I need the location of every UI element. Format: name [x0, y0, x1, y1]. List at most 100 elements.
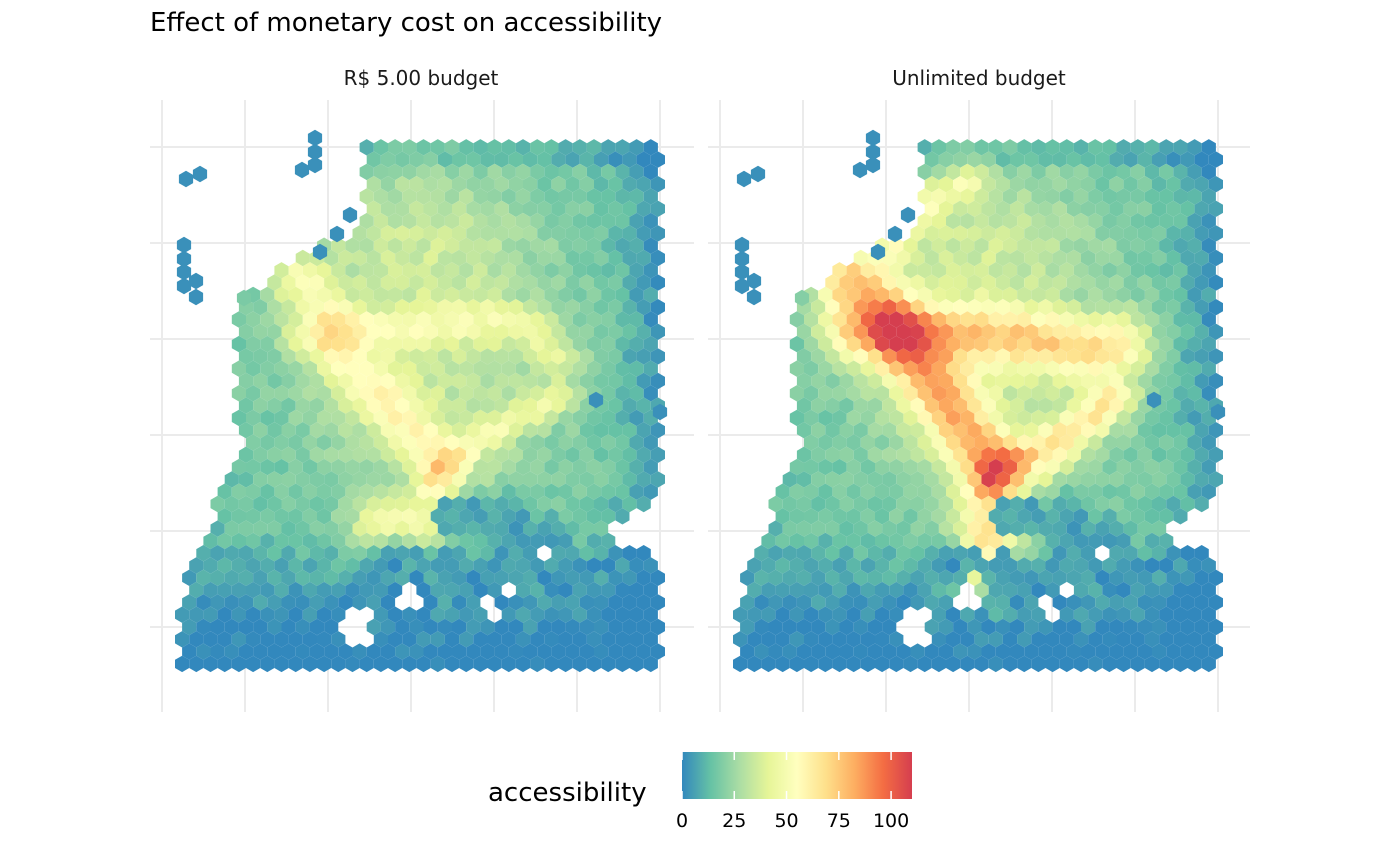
hex-cell: [459, 311, 474, 328]
hex-cell: [853, 274, 868, 291]
hex-cell: [1102, 581, 1117, 599]
hex-cell: [601, 212, 616, 230]
hex-cell: [572, 434, 587, 451]
hex-cell: [924, 274, 939, 291]
hex-cell: [903, 286, 918, 304]
hex-cell: [402, 311, 417, 328]
hex-cell: [236, 289, 252, 307]
hex-cell: [931, 385, 946, 402]
hex-cell: [860, 631, 875, 648]
hex-cell: [388, 483, 403, 500]
hex-cell: [544, 311, 559, 328]
hex-cell: [530, 139, 545, 156]
hex-cell: [1102, 655, 1117, 673]
hex-cell: [601, 286, 616, 304]
hex-cell: [281, 299, 296, 316]
hex-cell: [629, 458, 644, 476]
hex-cell: [1017, 532, 1032, 550]
hex-cell: [359, 139, 374, 156]
hex-cell: [1123, 397, 1138, 414]
hex-cell: [380, 299, 396, 316]
hex-cell: [480, 249, 495, 267]
hex-cell: [1102, 286, 1117, 304]
hex-cell: [430, 606, 445, 623]
hex-cell: [875, 483, 890, 500]
hex-cell: [309, 274, 325, 291]
hex-cell: [1201, 139, 1216, 156]
hex-cell: [359, 409, 374, 427]
hex-cell: [423, 643, 438, 660]
hex-cell: [870, 243, 886, 261]
hex-cell: [579, 372, 594, 390]
hex-cell: [586, 335, 602, 353]
hex-cell: [882, 643, 897, 660]
hex-cell: [946, 237, 961, 254]
hex-cell: [1066, 422, 1081, 439]
hex-cell: [953, 200, 968, 217]
hex-cell: [867, 299, 883, 316]
hex-cell: [530, 483, 545, 500]
hex-cell: [359, 458, 374, 476]
hex-cell: [1144, 581, 1160, 599]
hex-cell: [636, 372, 651, 390]
hex-cell: [1031, 163, 1046, 181]
hex-cell: [1066, 397, 1081, 414]
hex-cell: [782, 618, 797, 636]
hex-cell: [825, 446, 840, 463]
hex-cell: [1144, 286, 1160, 304]
hex-cell: [867, 569, 883, 586]
hex-cell: [466, 323, 481, 340]
hex-cell: [366, 225, 381, 242]
hex-cell: [572, 286, 587, 304]
hex-cell: [796, 618, 812, 636]
hex-cell: [515, 483, 531, 500]
hex-cell: [882, 594, 897, 611]
hex-cell: [523, 643, 538, 660]
hex-cell: [402, 237, 417, 254]
hex-cell: [1152, 594, 1167, 611]
hex-cell: [988, 606, 1003, 623]
hex-cell: [1166, 200, 1181, 217]
hex-cell: [494, 274, 509, 291]
hex-cell: [373, 631, 388, 648]
hex-cell: [544, 237, 559, 254]
hex-cell: [579, 323, 594, 340]
hex-cell: [551, 225, 566, 242]
hex-cell: [1173, 606, 1188, 623]
hex-cell: [1031, 262, 1046, 279]
hex-cell: [515, 385, 531, 402]
hex-cell: [260, 508, 275, 525]
hex-cell: [931, 163, 946, 181]
hex-cell: [544, 409, 559, 427]
hex-cell: [437, 446, 452, 463]
hex-cell: [388, 385, 403, 402]
hex-cell: [452, 471, 467, 488]
hex-cell: [317, 631, 332, 648]
hex-cell: [430, 631, 445, 648]
hex-cell: [430, 434, 445, 451]
hex-cell: [804, 311, 819, 328]
hex-cell: [846, 557, 861, 574]
hex-cell: [889, 286, 904, 304]
hex-cell: [452, 520, 467, 537]
hex-cell: [295, 594, 310, 611]
hex-cell: [508, 618, 523, 636]
hex-cell: [487, 335, 502, 353]
hex-cell: [480, 225, 495, 242]
hex-cell: [380, 545, 396, 562]
hex-cell: [231, 458, 246, 476]
hex-cell: [789, 532, 804, 550]
hex-cell: [388, 360, 403, 377]
hex-cell: [601, 606, 616, 623]
hex-cell: [317, 262, 332, 279]
hex-cell: [1010, 495, 1025, 513]
hex-cell: [636, 471, 651, 488]
hex-cell: [338, 446, 353, 463]
hex-cell: [938, 422, 954, 439]
hex-cell: [601, 581, 616, 599]
hex-cell: [615, 212, 630, 230]
hex-cell: [1159, 188, 1174, 205]
hex-cell: [1180, 225, 1195, 242]
hex-cell: [530, 188, 545, 205]
hex-cell: [409, 200, 424, 217]
